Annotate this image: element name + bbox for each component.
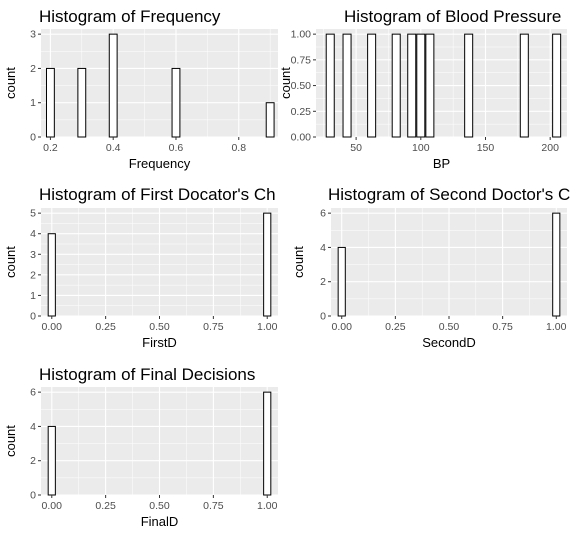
x-tick-label: 0.75 (203, 321, 224, 333)
x-tick-label: 0.50 (439, 321, 460, 333)
y-tick-label: 0.00 (291, 132, 312, 144)
y-tick-label: 0.50 (291, 80, 312, 92)
x-tick-label: 0.25 (385, 321, 406, 333)
histogram-bar-4 (171, 67, 181, 138)
histogram-bar-10 (552, 33, 562, 138)
y-tick-label: 0 (30, 490, 36, 502)
y-tick-label: 0.25 (291, 106, 312, 118)
x-tick-label: 0.50 (149, 321, 170, 333)
x-tick-label: 0.00 (42, 321, 63, 333)
x-tick-label: 0.2 (43, 142, 58, 154)
histogram-bar-4 (391, 33, 401, 138)
histogram-bar-2 (552, 212, 561, 317)
y-tick-label: 0.75 (291, 54, 312, 66)
y-axis-title: count (291, 246, 306, 278)
histogram-panel-3: 0.00 0.25 0.50 0.75 1.00 0 1 2 3 4 5 FirstD count His… (3, 185, 278, 350)
histogram-bar-5 (407, 33, 417, 138)
histogram-bar-2 (263, 212, 272, 317)
plot-title: Histogram of Blood Pressure (344, 7, 561, 26)
plot-title: Histogram of Second Doctor's C (328, 185, 570, 204)
x-tick-label: 0.00 (42, 500, 63, 512)
x-axis-title: BP (433, 156, 450, 171)
y-tick-label: 2 (30, 455, 36, 467)
histogram-bar-2 (342, 33, 352, 138)
x-axis-title: FirstD (142, 335, 177, 350)
y-tick-label: 2 (30, 269, 36, 281)
y-axis-title: count (3, 67, 18, 99)
histogram-bar-6 (416, 33, 426, 138)
histogram-bar-2 (263, 391, 272, 496)
x-tick-label: 0.25 (95, 500, 116, 512)
x-tick-label: 200 (541, 142, 559, 154)
y-axis-title: count (278, 67, 293, 99)
histogram-bar-7 (425, 33, 435, 138)
histogram-bar-1 (337, 246, 346, 317)
plot-title: Histogram of Frequency (39, 7, 221, 26)
histogram-panel-5: 0.00 0.25 0.50 0.75 1.00 0 2 4 6 FinalD count Histo… (3, 365, 278, 529)
x-tick-label: 0.4 (106, 142, 121, 154)
x-tick-label: 0.50 (149, 500, 170, 512)
x-tick-label: 0.6 (169, 142, 184, 154)
histogram-panel-1: 0.2 0.4 0.6 0.8 0 1 2 3 Frequency count Histogram … (3, 7, 278, 171)
histogram-bar-8 (464, 33, 474, 138)
histogram-bar-1 (45, 67, 55, 138)
histogram-panel-2: 50 100 150 200 0.00 0.25 0.50 0.75 1.00 BP count Hi… (278, 7, 567, 171)
histogram-bar-2 (77, 67, 87, 138)
y-tick-label: 0 (320, 311, 326, 323)
y-tick-label: 1 (30, 97, 36, 109)
x-axis-title: SecondD (422, 335, 475, 350)
y-axis-title: count (3, 425, 18, 457)
histogram-bar-9 (519, 33, 529, 138)
y-tick-label: 2 (30, 63, 36, 75)
histogram-bar-1 (47, 425, 56, 496)
x-axis-title: Frequency (129, 156, 191, 171)
y-tick-label: 3 (30, 249, 36, 261)
histogram-bar-5 (265, 102, 275, 138)
y-axis-title: count (3, 246, 18, 278)
y-tick-label: 6 (30, 387, 36, 399)
histogram-bar-1 (325, 33, 335, 138)
y-tick-label: 5 (30, 208, 36, 220)
histogram-bar-3 (108, 33, 118, 138)
x-tick-label: 150 (477, 142, 495, 154)
histogram-panel-4: 0.00 0.25 0.50 0.75 1.00 0 2 4 6 SecondD count Hist… (291, 185, 570, 350)
y-tick-label: 4 (30, 421, 36, 433)
x-tick-label: 0.00 (332, 321, 353, 333)
x-tick-label: 100 (412, 142, 430, 154)
plot-title: Histogram of Final Decisions (39, 365, 255, 384)
x-tick-label: 1.00 (257, 321, 278, 333)
x-tick-label: 1.00 (546, 321, 567, 333)
histogram-bar-1 (47, 233, 56, 317)
plot-panel-background (41, 29, 278, 137)
y-tick-label: 6 (320, 208, 326, 220)
plot-title: Histogram of First Docator's Ch (39, 185, 276, 204)
x-tick-label: 1.00 (257, 500, 278, 512)
y-tick-label: 1 (30, 290, 36, 302)
x-tick-label: 0.75 (492, 321, 513, 333)
histogram-bar-3 (367, 33, 377, 138)
y-tick-label: 2 (320, 276, 326, 288)
x-tick-label: 0.8 (231, 142, 246, 154)
y-tick-label: 4 (320, 242, 326, 254)
y-tick-label: 3 (30, 29, 36, 41)
y-tick-label: 4 (30, 228, 36, 240)
plot-panel-background (316, 29, 567, 137)
y-tick-label: 0 (30, 132, 36, 144)
y-tick-label: 1.00 (291, 29, 312, 41)
x-axis-title: FinalD (141, 514, 179, 529)
y-tick-label: 0 (30, 311, 36, 323)
x-tick-label: 0.25 (95, 321, 116, 333)
x-tick-label: 50 (350, 142, 362, 154)
x-tick-label: 0.75 (203, 500, 224, 512)
